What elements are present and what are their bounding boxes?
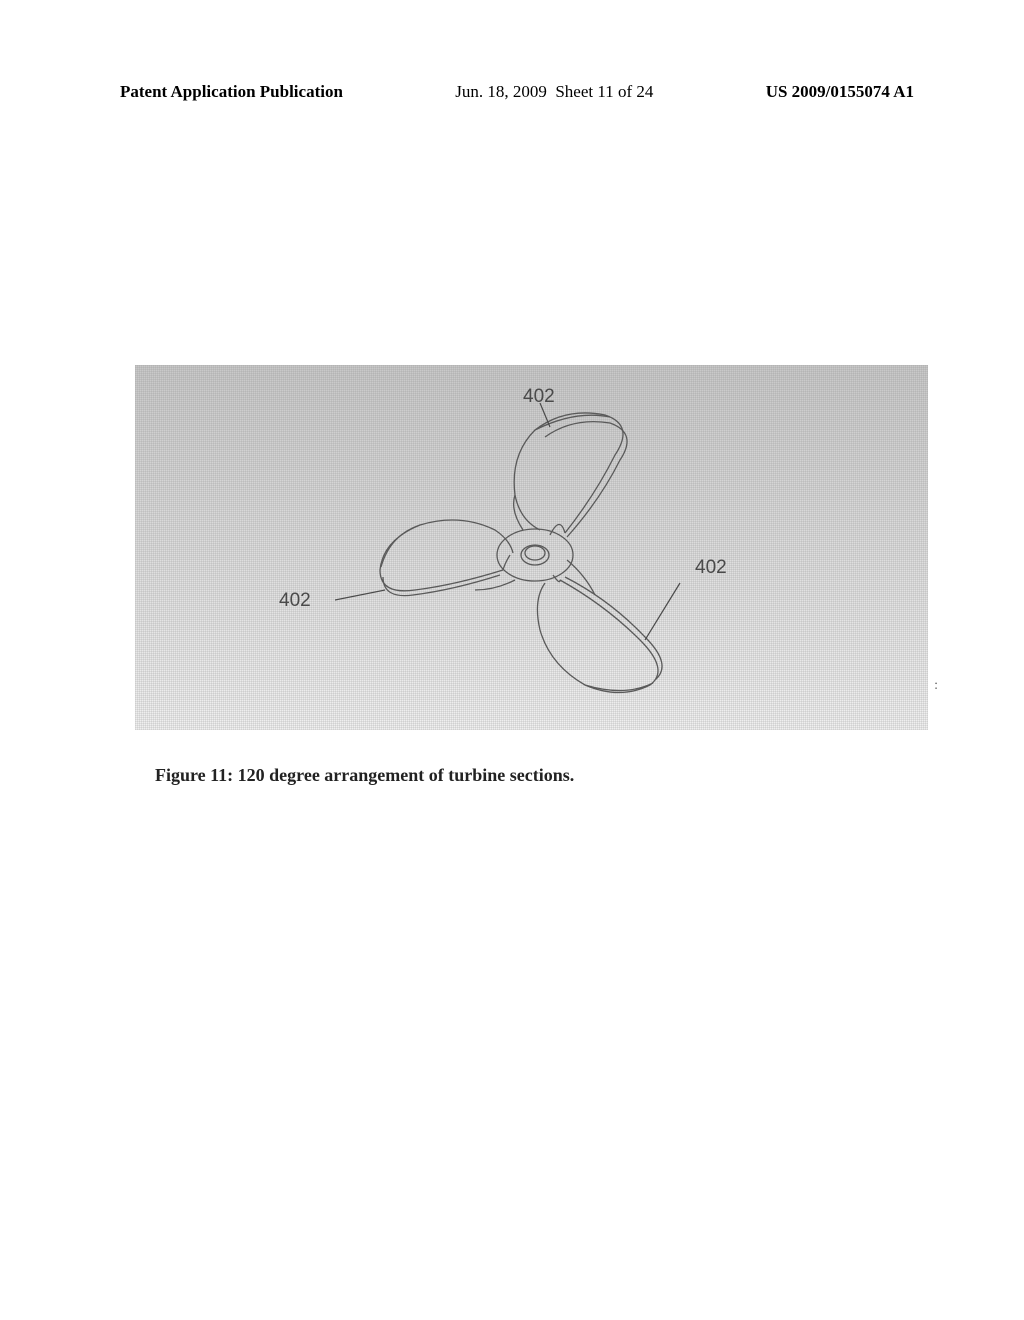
reference-label-top: 402 [523,386,555,408]
turbine-diagram [335,385,735,715]
page-header: Patent Application Publication Jun. 18, … [120,82,914,102]
header-pub-number: US 2009/0155074 A1 [766,82,914,102]
reference-label-left: 402 [279,590,311,612]
figure-caption: Figure 11: 120 degree arrangement of tur… [155,765,574,786]
edge-marks: : [934,678,938,694]
header-publication-type: Patent Application Publication [120,82,343,102]
figure-container: 402 402 402 : Figure 11: 120 degree arra… [135,365,928,730]
header-date-sheet: Jun. 18, 2009 Sheet 11 of 24 [455,82,653,102]
reference-label-right: 402 [695,557,727,579]
figure-background: 402 402 402 : [135,365,928,730]
